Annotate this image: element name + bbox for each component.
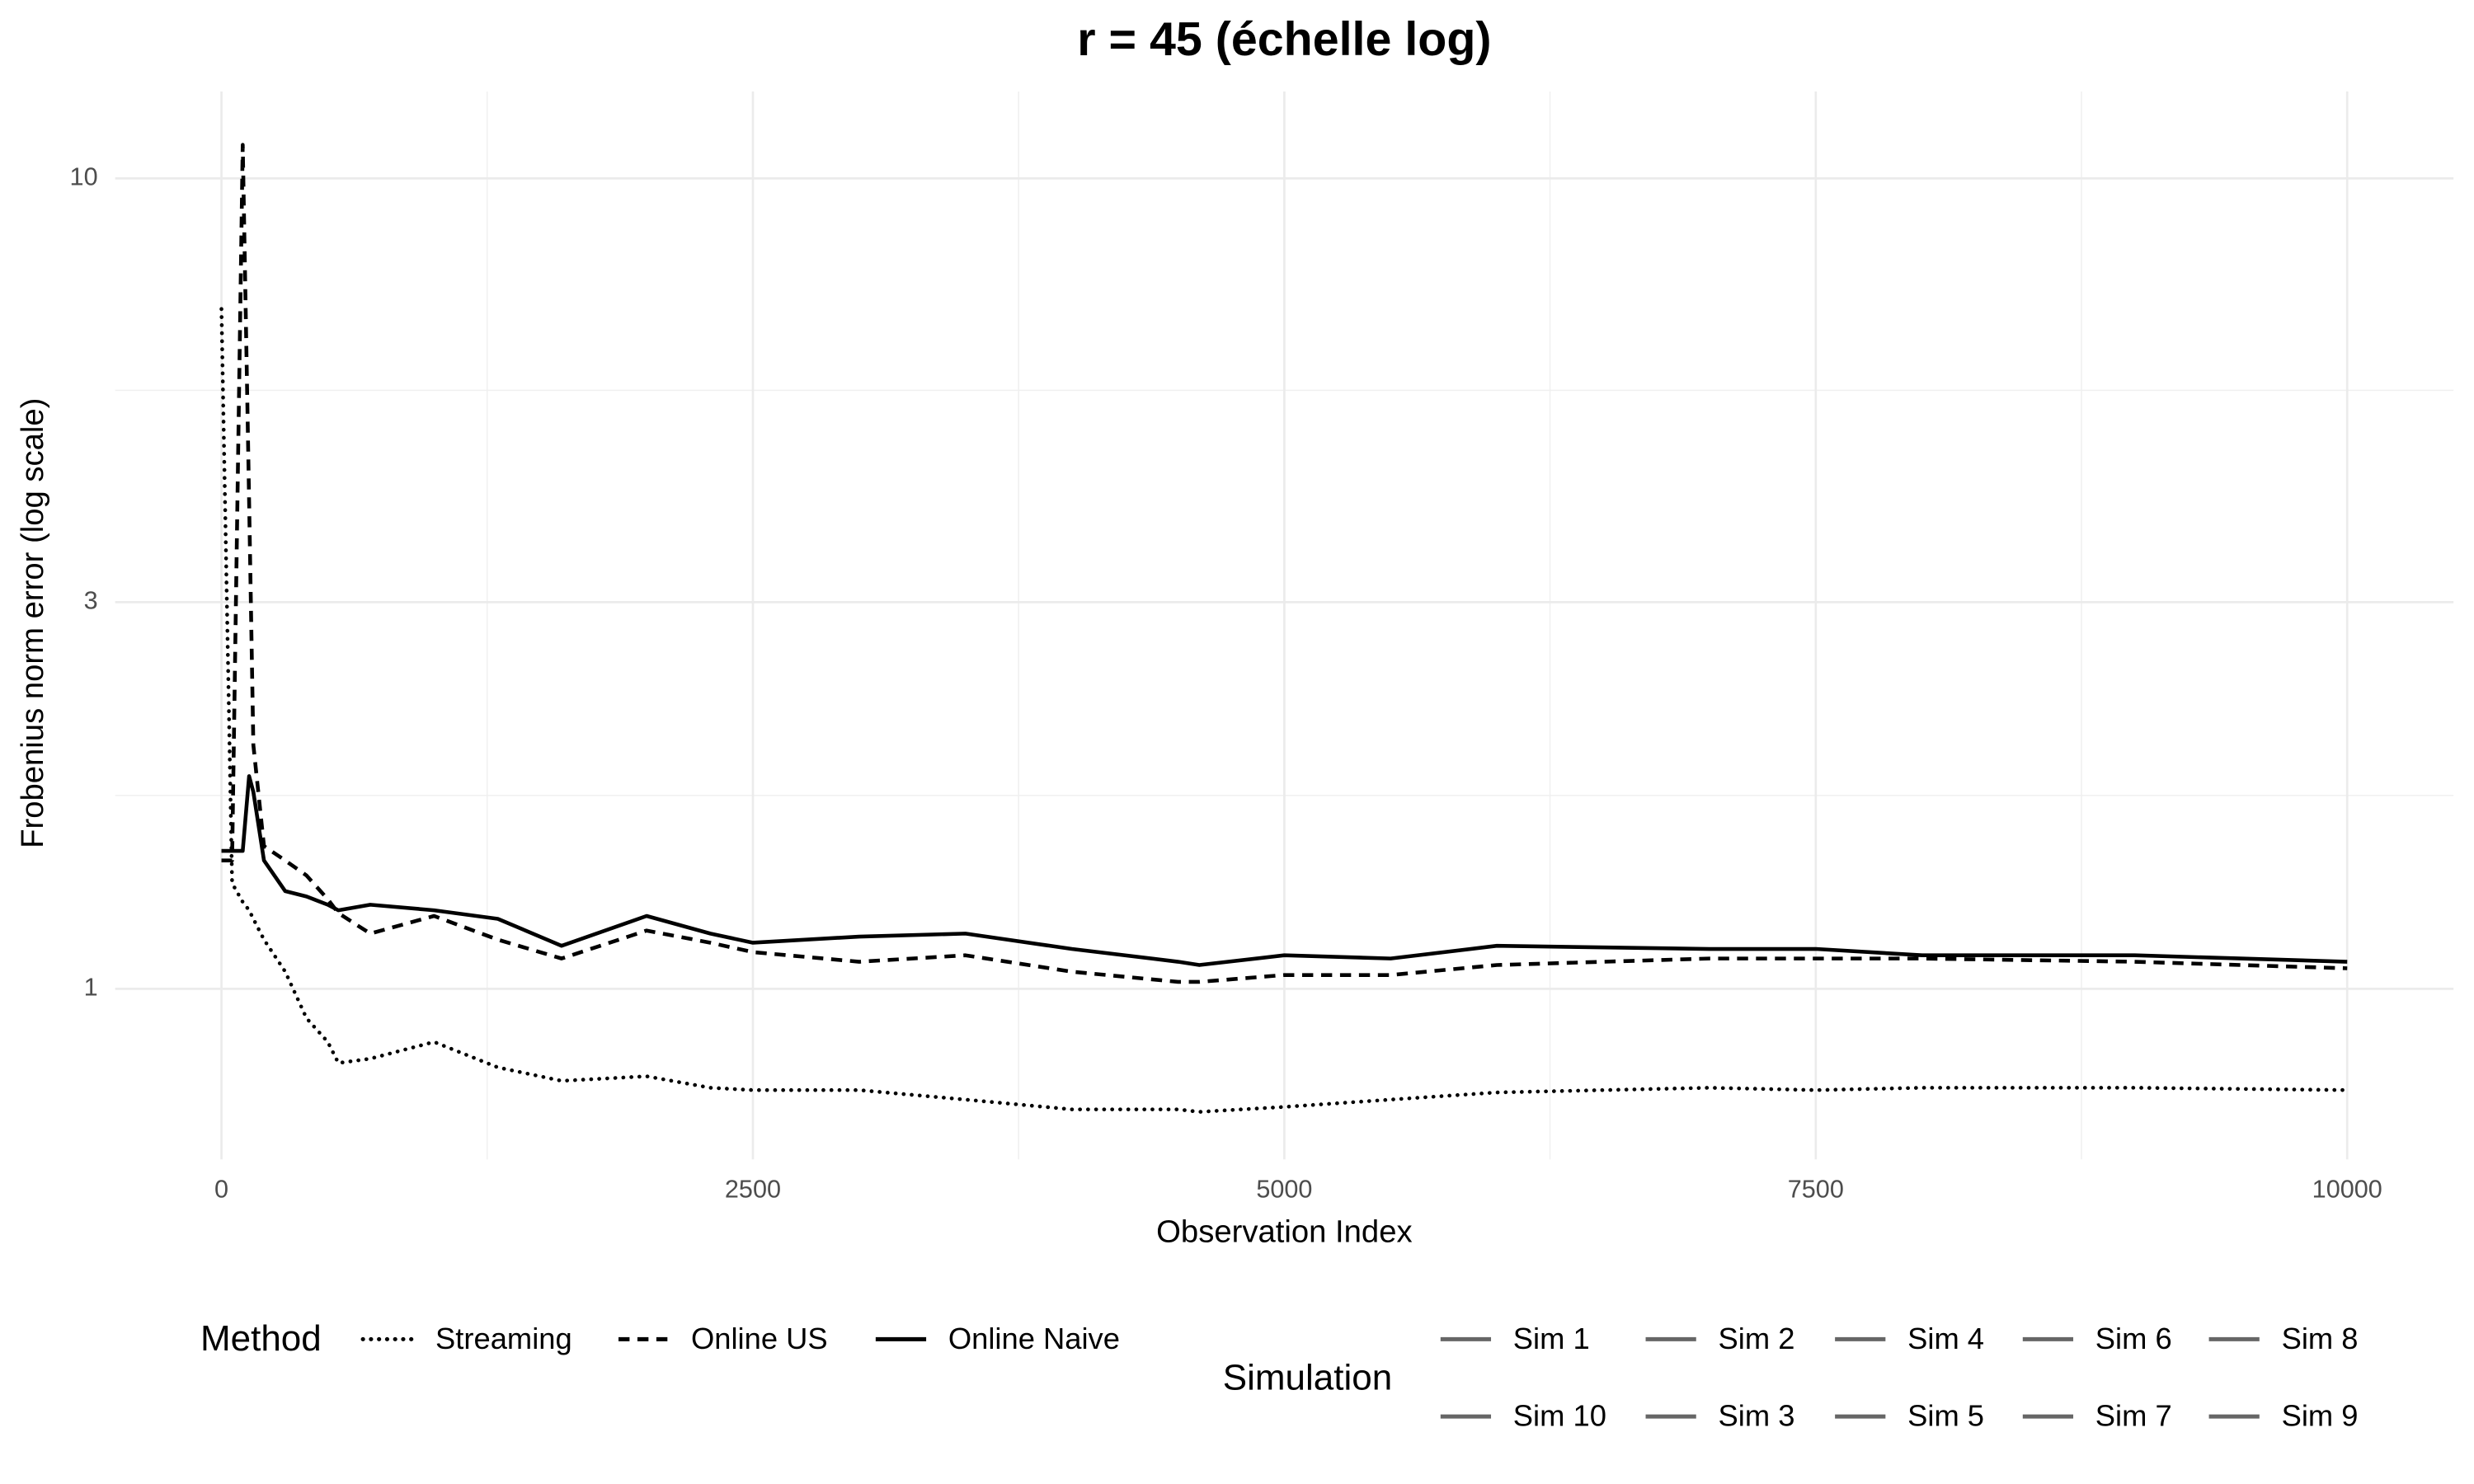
legend-label: Sim 9 — [2282, 1399, 2359, 1433]
series-line — [221, 143, 2348, 984]
y-tick-label: 3 — [84, 586, 98, 614]
legend-label: Sim 2 — [1719, 1322, 1795, 1355]
series-line — [219, 307, 2349, 1114]
legend-label: Sim 10 — [1513, 1399, 1606, 1433]
plot-lines — [219, 143, 2349, 1114]
grid: 0 2500 5000 7500 10000 1 3 10 — [70, 91, 2454, 1204]
legend-label: Online US — [691, 1322, 828, 1355]
legend-label: Sim 4 — [1907, 1322, 1984, 1355]
series-line — [221, 774, 2348, 967]
x-tick-label: 5000 — [1256, 1176, 1312, 1204]
legend-title: Method — [200, 1318, 322, 1359]
legend-label: Sim 1 — [1513, 1322, 1590, 1355]
x-tick-label: 0 — [214, 1176, 228, 1204]
legend-title: Simulation — [1223, 1358, 1392, 1398]
y-tick-label: 1 — [84, 973, 98, 1001]
legend-label: Sim 5 — [1907, 1399, 1984, 1433]
legend-label: Sim 8 — [2282, 1322, 2359, 1355]
y-tick-label: 10 — [70, 162, 98, 190]
legend-label: Sim 7 — [2095, 1399, 2172, 1433]
y-axis-title: Frobenius norm error (log scale) — [15, 398, 50, 848]
x-tick-label: 2500 — [725, 1176, 781, 1204]
legend-label: Streaming — [435, 1322, 572, 1355]
legend-label: Sim 3 — [1719, 1399, 1795, 1433]
legend-label: Sim 6 — [2095, 1322, 2172, 1355]
x-tick-label: 10000 — [2312, 1176, 2382, 1204]
legend-label: Online Naive — [948, 1322, 1120, 1355]
chart-title: r = 45 (échelle log) — [1077, 13, 1491, 66]
x-axis-title: Observation Index — [1156, 1214, 1412, 1249]
legend: Method Streaming Online US Online Naive Simu… — [200, 1318, 2359, 1433]
x-tick-label: 7500 — [1788, 1176, 1844, 1204]
